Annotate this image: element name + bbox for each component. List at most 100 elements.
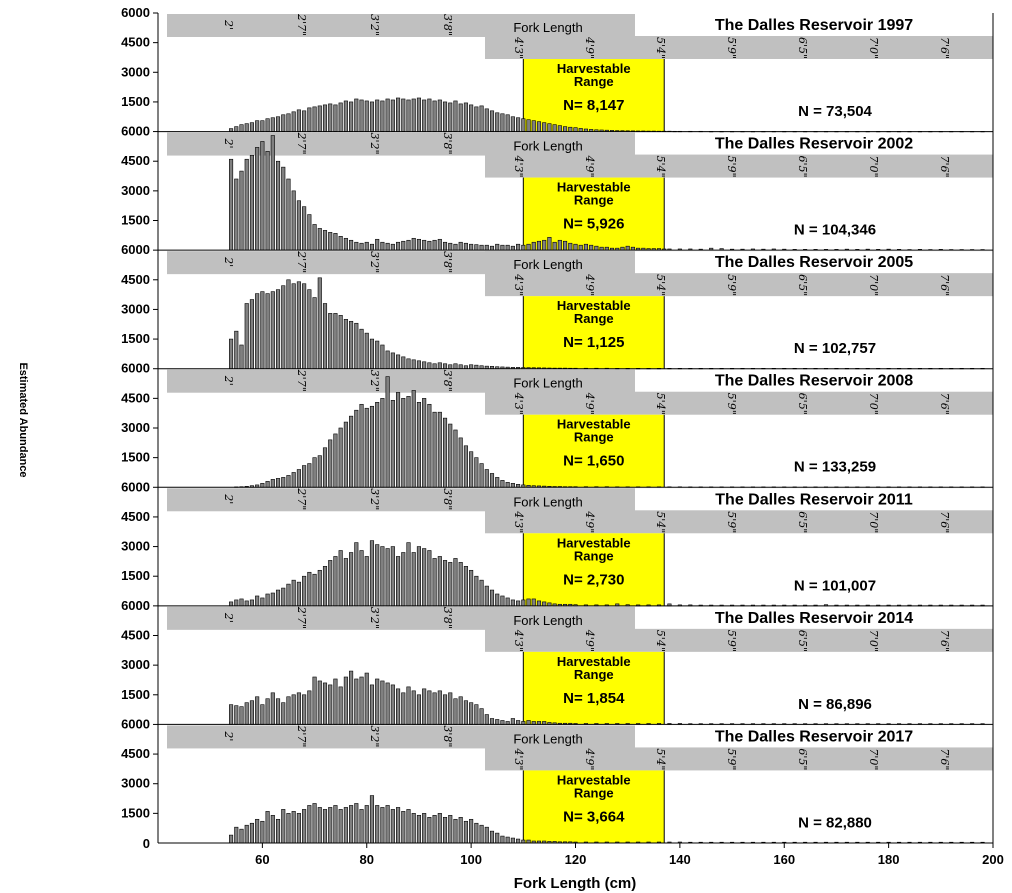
bar <box>442 817 448 844</box>
bar <box>307 805 312 844</box>
bar <box>500 480 505 488</box>
bar <box>437 690 442 725</box>
bar <box>239 344 244 370</box>
lower-band <box>485 391 993 415</box>
y-tick-label: 4500 <box>121 35 150 50</box>
harvestable-box <box>523 414 665 488</box>
bar <box>536 600 542 607</box>
bar <box>260 597 265 607</box>
fork-length-label: Fork Length <box>513 139 582 154</box>
bar <box>359 403 364 488</box>
bar <box>401 98 406 132</box>
bar <box>432 411 437 488</box>
harvestable-label-2: Range <box>574 193 614 208</box>
y-tick-label: 4500 <box>121 153 150 168</box>
bar <box>328 103 333 132</box>
bar <box>317 680 322 725</box>
bar <box>349 805 354 844</box>
panel-6: 6000 4500 3000 1500 2' 2'7" 3'2" 3'8" 4'3" 4'9" 5'… <box>121 598 993 725</box>
bar <box>495 112 500 132</box>
bar <box>364 672 369 725</box>
harvestable-label-2: Range <box>574 667 614 682</box>
inch-tick-label: 2' <box>222 375 235 386</box>
inch-tick-label: 6'5" <box>796 393 809 415</box>
bar <box>390 809 395 844</box>
bar <box>249 700 254 725</box>
bar <box>380 100 385 132</box>
bar <box>270 815 275 844</box>
bar <box>375 99 380 132</box>
lower-band <box>485 747 993 771</box>
bar <box>343 421 348 488</box>
bar <box>328 807 333 844</box>
bar <box>589 244 594 251</box>
bar <box>322 682 328 725</box>
bar <box>369 405 375 488</box>
y-tick-label: 6000 <box>121 361 150 376</box>
panel-1: 6000 4500 3000 1500 2' 2'7" 3'2" 3'8" 4'3" 4'9" 5'… <box>121 5 993 133</box>
bar <box>495 593 500 607</box>
bar <box>416 546 421 607</box>
bar <box>422 688 427 725</box>
bar <box>286 813 291 844</box>
bar <box>411 552 416 607</box>
bar <box>437 362 442 370</box>
bar <box>416 694 421 725</box>
y-tick-label: 1500 <box>121 805 150 820</box>
inch-tick-label: 4'3" <box>512 36 525 59</box>
bar <box>479 244 484 251</box>
bar <box>557 125 562 132</box>
bar <box>265 151 270 251</box>
bar <box>474 244 479 251</box>
bar <box>510 718 515 725</box>
bar <box>448 364 453 370</box>
bar <box>286 475 291 488</box>
y-tick-label: 4500 <box>121 272 150 287</box>
bar <box>479 105 484 132</box>
bar <box>474 106 479 132</box>
y-tick-label: 3000 <box>121 539 150 554</box>
bar <box>364 100 369 132</box>
bar <box>474 704 479 725</box>
bar <box>234 599 239 607</box>
bar <box>484 469 489 488</box>
harvestable-n: N= 3,664 <box>563 808 625 825</box>
bar <box>364 556 369 607</box>
fork-length-box <box>485 725 635 748</box>
y-tick-label: 6000 <box>121 479 150 494</box>
bar <box>390 99 395 132</box>
y-tick-label: 4500 <box>121 390 150 405</box>
bar <box>453 558 458 607</box>
bar <box>510 837 515 844</box>
bar <box>536 121 542 132</box>
x-axis-title: Fork Length (cm) <box>514 875 637 892</box>
bar <box>463 102 468 132</box>
bar <box>536 240 542 251</box>
bar <box>463 700 468 725</box>
bar <box>427 550 432 607</box>
inch-tick-label: 7'0" <box>867 511 880 533</box>
bar <box>322 809 328 844</box>
bar <box>448 562 453 607</box>
bar <box>505 597 510 607</box>
bar <box>380 241 385 251</box>
inch-tick-label: 6'5" <box>796 748 809 770</box>
bar <box>463 566 468 607</box>
bar <box>380 807 385 844</box>
bar <box>343 676 348 725</box>
bar <box>260 704 265 725</box>
bar <box>270 592 275 607</box>
bar <box>385 98 390 132</box>
inch-tick-label: 7'0" <box>867 274 880 296</box>
bar <box>333 556 338 607</box>
bar <box>291 111 296 132</box>
bar <box>275 818 281 844</box>
bar <box>432 100 437 132</box>
harvestable-label-1: Harvestable <box>557 61 631 76</box>
bar <box>401 552 406 607</box>
bar <box>338 102 343 132</box>
bar <box>359 550 364 607</box>
bar <box>380 546 385 607</box>
bar <box>495 832 500 844</box>
bar <box>437 411 442 488</box>
